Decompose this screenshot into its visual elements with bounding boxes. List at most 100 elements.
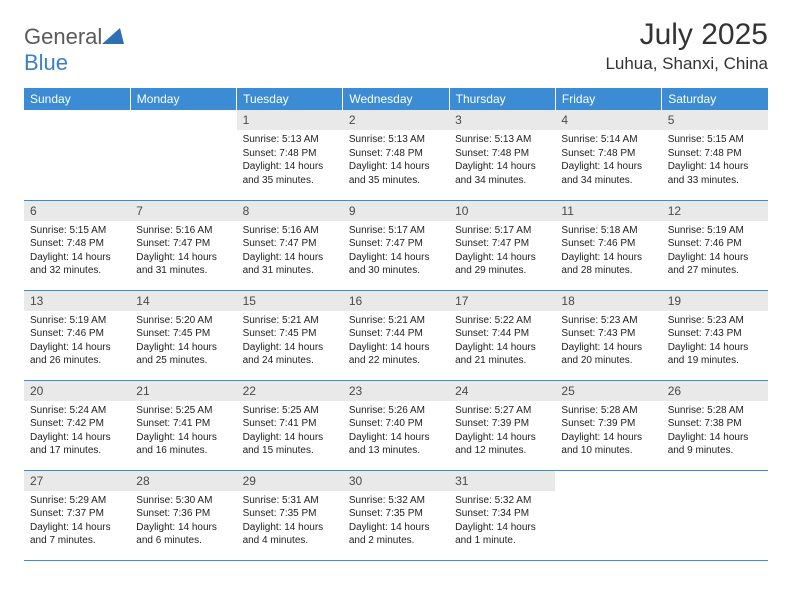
day-number: 22 xyxy=(237,381,343,401)
day-number: 12 xyxy=(662,201,768,221)
day-details: Sunrise: 5:21 AMSunset: 7:44 PMDaylight:… xyxy=(343,311,449,372)
calendar-cell: 31Sunrise: 5:32 AMSunset: 7:34 PMDayligh… xyxy=(449,470,555,560)
calendar-cell: 11Sunrise: 5:18 AMSunset: 7:46 PMDayligh… xyxy=(555,200,661,290)
calendar-cell: 21Sunrise: 5:25 AMSunset: 7:41 PMDayligh… xyxy=(130,380,236,470)
day-details: Sunrise: 5:32 AMSunset: 7:34 PMDaylight:… xyxy=(449,491,555,552)
logo-triangle-icon xyxy=(102,24,124,50)
day-number: 30 xyxy=(343,471,449,491)
calendar-row: 1Sunrise: 5:13 AMSunset: 7:48 PMDaylight… xyxy=(24,110,768,200)
day-details: Sunrise: 5:23 AMSunset: 7:43 PMDaylight:… xyxy=(555,311,661,372)
day-details: Sunrise: 5:15 AMSunset: 7:48 PMDaylight:… xyxy=(662,130,768,191)
day-number: 7 xyxy=(130,201,236,221)
day-number: 25 xyxy=(555,381,661,401)
day-details: Sunrise: 5:32 AMSunset: 7:35 PMDaylight:… xyxy=(343,491,449,552)
day-details: Sunrise: 5:30 AMSunset: 7:36 PMDaylight:… xyxy=(130,491,236,552)
day-number: 1 xyxy=(237,110,343,130)
day-number: 21 xyxy=(130,381,236,401)
page-title: July 2025 xyxy=(605,18,768,52)
day-details: Sunrise: 5:15 AMSunset: 7:48 PMDaylight:… xyxy=(24,221,130,282)
logo: General Blue xyxy=(24,18,124,76)
day-number: 13 xyxy=(24,291,130,311)
calendar-body: 1Sunrise: 5:13 AMSunset: 7:48 PMDaylight… xyxy=(24,110,768,560)
day-number: 16 xyxy=(343,291,449,311)
day-number: 10 xyxy=(449,201,555,221)
day-number: 31 xyxy=(449,471,555,491)
calendar-cell xyxy=(24,110,130,200)
calendar-cell: 24Sunrise: 5:27 AMSunset: 7:39 PMDayligh… xyxy=(449,380,555,470)
day-number: 9 xyxy=(343,201,449,221)
day-number: 4 xyxy=(555,110,661,130)
day-number: 5 xyxy=(662,110,768,130)
day-details: Sunrise: 5:19 AMSunset: 7:46 PMDaylight:… xyxy=(24,311,130,372)
calendar-cell: 22Sunrise: 5:25 AMSunset: 7:41 PMDayligh… xyxy=(237,380,343,470)
calendar-cell: 26Sunrise: 5:28 AMSunset: 7:38 PMDayligh… xyxy=(662,380,768,470)
day-header: Saturday xyxy=(662,88,768,110)
day-details: Sunrise: 5:31 AMSunset: 7:35 PMDaylight:… xyxy=(237,491,343,552)
calendar-cell: 23Sunrise: 5:26 AMSunset: 7:40 PMDayligh… xyxy=(343,380,449,470)
day-details: Sunrise: 5:22 AMSunset: 7:44 PMDaylight:… xyxy=(449,311,555,372)
calendar-cell: 8Sunrise: 5:16 AMSunset: 7:47 PMDaylight… xyxy=(237,200,343,290)
day-details: Sunrise: 5:17 AMSunset: 7:47 PMDaylight:… xyxy=(343,221,449,282)
day-details: Sunrise: 5:13 AMSunset: 7:48 PMDaylight:… xyxy=(237,130,343,191)
calendar-cell: 20Sunrise: 5:24 AMSunset: 7:42 PMDayligh… xyxy=(24,380,130,470)
calendar-cell: 14Sunrise: 5:20 AMSunset: 7:45 PMDayligh… xyxy=(130,290,236,380)
calendar-cell: 27Sunrise: 5:29 AMSunset: 7:37 PMDayligh… xyxy=(24,470,130,560)
day-number: 20 xyxy=(24,381,130,401)
day-details: Sunrise: 5:13 AMSunset: 7:48 PMDaylight:… xyxy=(449,130,555,191)
calendar-table: SundayMondayTuesdayWednesdayThursdayFrid… xyxy=(24,88,768,561)
day-details: Sunrise: 5:20 AMSunset: 7:45 PMDaylight:… xyxy=(130,311,236,372)
day-details: Sunrise: 5:21 AMSunset: 7:45 PMDaylight:… xyxy=(237,311,343,372)
calendar-cell: 13Sunrise: 5:19 AMSunset: 7:46 PMDayligh… xyxy=(24,290,130,380)
day-number: 24 xyxy=(449,381,555,401)
calendar-cell: 29Sunrise: 5:31 AMSunset: 7:35 PMDayligh… xyxy=(237,470,343,560)
day-details: Sunrise: 5:14 AMSunset: 7:48 PMDaylight:… xyxy=(555,130,661,191)
day-details: Sunrise: 5:13 AMSunset: 7:48 PMDaylight:… xyxy=(343,130,449,191)
calendar-cell: 17Sunrise: 5:22 AMSunset: 7:44 PMDayligh… xyxy=(449,290,555,380)
logo-word-1: General xyxy=(24,24,102,49)
day-details: Sunrise: 5:17 AMSunset: 7:47 PMDaylight:… xyxy=(449,221,555,282)
calendar-row: 6Sunrise: 5:15 AMSunset: 7:48 PMDaylight… xyxy=(24,200,768,290)
calendar-row: 27Sunrise: 5:29 AMSunset: 7:37 PMDayligh… xyxy=(24,470,768,560)
day-details: Sunrise: 5:26 AMSunset: 7:40 PMDaylight:… xyxy=(343,401,449,462)
day-number: 2 xyxy=(343,110,449,130)
day-number: 26 xyxy=(662,381,768,401)
day-details: Sunrise: 5:27 AMSunset: 7:39 PMDaylight:… xyxy=(449,401,555,462)
calendar-cell: 15Sunrise: 5:21 AMSunset: 7:45 PMDayligh… xyxy=(237,290,343,380)
day-details: Sunrise: 5:24 AMSunset: 7:42 PMDaylight:… xyxy=(24,401,130,462)
calendar-cell: 12Sunrise: 5:19 AMSunset: 7:46 PMDayligh… xyxy=(662,200,768,290)
calendar-cell xyxy=(662,470,768,560)
calendar-cell: 6Sunrise: 5:15 AMSunset: 7:48 PMDaylight… xyxy=(24,200,130,290)
day-details: Sunrise: 5:28 AMSunset: 7:38 PMDaylight:… xyxy=(662,401,768,462)
calendar-cell: 1Sunrise: 5:13 AMSunset: 7:48 PMDaylight… xyxy=(237,110,343,200)
day-number: 6 xyxy=(24,201,130,221)
day-number: 18 xyxy=(555,291,661,311)
header: General Blue July 2025 Luhua, Shanxi, Ch… xyxy=(24,18,768,76)
day-details: Sunrise: 5:18 AMSunset: 7:46 PMDaylight:… xyxy=(555,221,661,282)
calendar-cell: 3Sunrise: 5:13 AMSunset: 7:48 PMDaylight… xyxy=(449,110,555,200)
logo-word-2: Blue xyxy=(24,50,68,75)
logo-text: General Blue xyxy=(24,24,124,76)
calendar-cell: 18Sunrise: 5:23 AMSunset: 7:43 PMDayligh… xyxy=(555,290,661,380)
calendar-row: 13Sunrise: 5:19 AMSunset: 7:46 PMDayligh… xyxy=(24,290,768,380)
location-label: Luhua, Shanxi, China xyxy=(605,54,768,74)
calendar-cell: 5Sunrise: 5:15 AMSunset: 7:48 PMDaylight… xyxy=(662,110,768,200)
day-header: Friday xyxy=(555,88,661,110)
day-details: Sunrise: 5:19 AMSunset: 7:46 PMDaylight:… xyxy=(662,221,768,282)
day-number: 14 xyxy=(130,291,236,311)
calendar-cell: 28Sunrise: 5:30 AMSunset: 7:36 PMDayligh… xyxy=(130,470,236,560)
day-number: 29 xyxy=(237,471,343,491)
day-details: Sunrise: 5:16 AMSunset: 7:47 PMDaylight:… xyxy=(130,221,236,282)
calendar-row: 20Sunrise: 5:24 AMSunset: 7:42 PMDayligh… xyxy=(24,380,768,470)
day-number: 28 xyxy=(130,471,236,491)
day-details: Sunrise: 5:16 AMSunset: 7:47 PMDaylight:… xyxy=(237,221,343,282)
day-header: Monday xyxy=(130,88,236,110)
title-block: July 2025 Luhua, Shanxi, China xyxy=(605,18,768,74)
day-number: 27 xyxy=(24,471,130,491)
day-number: 23 xyxy=(343,381,449,401)
calendar-header-row: SundayMondayTuesdayWednesdayThursdayFrid… xyxy=(24,88,768,110)
calendar-cell: 25Sunrise: 5:28 AMSunset: 7:39 PMDayligh… xyxy=(555,380,661,470)
day-details: Sunrise: 5:23 AMSunset: 7:43 PMDaylight:… xyxy=(662,311,768,372)
day-details: Sunrise: 5:28 AMSunset: 7:39 PMDaylight:… xyxy=(555,401,661,462)
calendar-cell: 2Sunrise: 5:13 AMSunset: 7:48 PMDaylight… xyxy=(343,110,449,200)
calendar-cell: 9Sunrise: 5:17 AMSunset: 7:47 PMDaylight… xyxy=(343,200,449,290)
